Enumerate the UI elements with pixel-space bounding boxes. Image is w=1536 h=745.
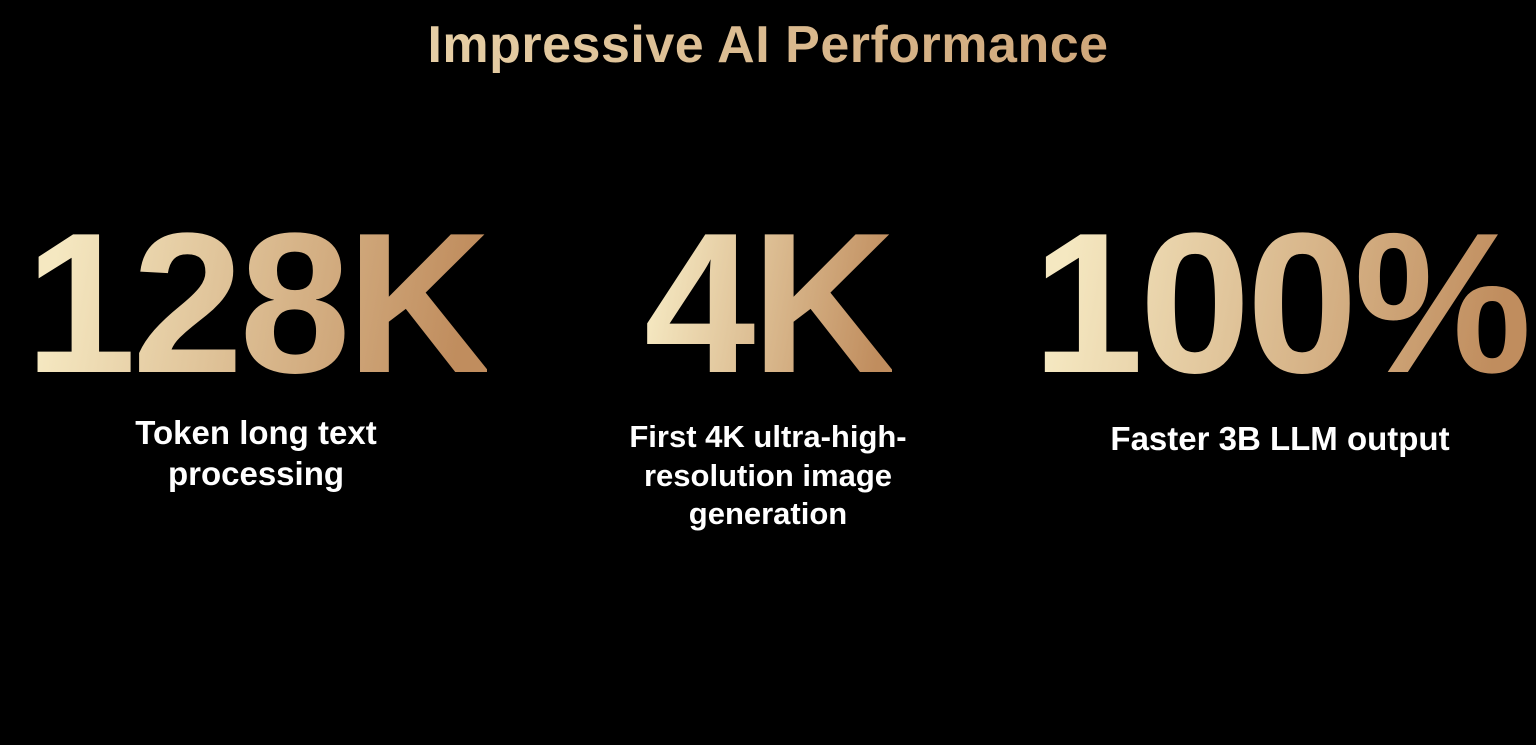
page-title: Impressive AI Performance	[0, 0, 1536, 76]
stat-caption-4k-image: First 4K ultra-high-resolution image gen…	[629, 418, 907, 532]
stats-row: 128K Token long text processing 4K First…	[0, 191, 1536, 534]
stat-caption-llm-output: Faster 3B LLM output	[1110, 419, 1450, 457]
stat-value-4k: 4K	[644, 191, 896, 415]
stat-value-100-percent: 100%	[1032, 191, 1532, 415]
stat-token-context: 128K Token long text processing	[0, 191, 512, 534]
stat-caption-token-context: Token long text processing	[135, 413, 377, 493]
stat-value-128k: 128K	[24, 191, 491, 415]
stat-4k-image: 4K First 4K ultra-high-resolution image …	[512, 191, 1024, 534]
stat-llm-output: 100% Faster 3B LLM output	[1024, 191, 1536, 534]
